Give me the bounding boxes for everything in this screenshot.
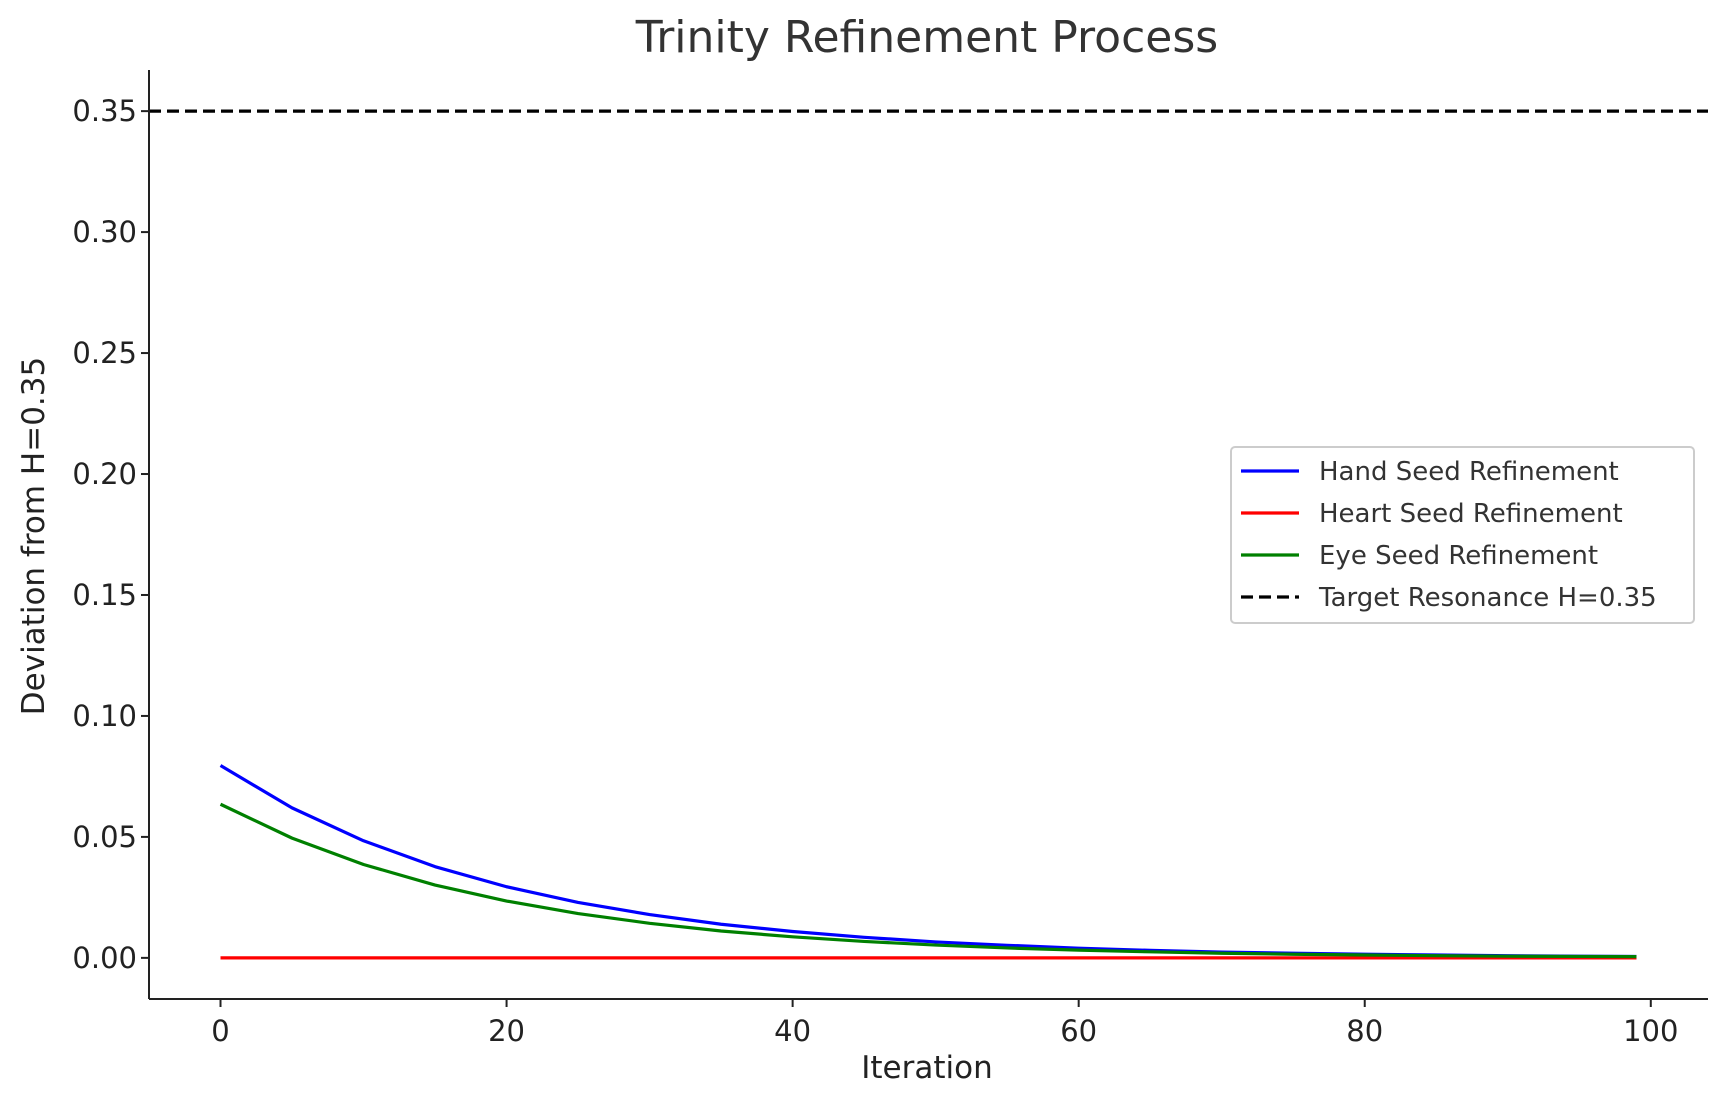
x-tick-label: 60 (1060, 1014, 1097, 1048)
y-tick-label: 0.35 (72, 94, 137, 128)
x-tick-label: 20 (488, 1014, 525, 1048)
x-axis-ticks: 0 20 40 60 80 100 (211, 999, 1678, 1048)
y-tick-label: 0.25 (72, 336, 137, 370)
y-tick-label: 0.20 (72, 457, 137, 491)
legend-label: Hand Seed Refinement (1319, 457, 1619, 487)
x-tick-label: 0 (211, 1014, 229, 1048)
legend-label: Eye Seed Refinement (1319, 541, 1598, 571)
y-tick-label: 0.30 (72, 215, 137, 249)
x-tick-label: 40 (774, 1014, 811, 1048)
y-tick-label: 0.10 (72, 699, 137, 733)
y-tick-label: 0.00 (72, 941, 137, 975)
series-line-hand-seed (219, 764, 1637, 959)
legend: Hand Seed Refinement Heart Seed Refinemen… (1230, 446, 1695, 624)
series-line-eye-seed (219, 802, 1637, 959)
y-tick-label: 0.15 (72, 578, 137, 612)
x-axis-label: Iteration (861, 1050, 993, 1086)
y-tick-label: 0.05 (72, 820, 137, 854)
y-axis-ticks: 0.00 0.05 0.10 0.15 0.20 0.25 0.30 0.35 (72, 94, 149, 975)
legend-frame (1230, 446, 1695, 624)
legend-label: Heart Seed Refinement (1319, 499, 1623, 529)
x-tick-label: 100 (1623, 1014, 1678, 1048)
y-axis-label: Deviation from H=0.35 (16, 357, 52, 715)
plot-area (149, 109, 1708, 960)
chart-title: Trinity Refinement Process (635, 12, 1218, 63)
legend-label: Target Resonance H=0.35 (1318, 583, 1657, 613)
x-tick-label: 80 (1346, 1014, 1383, 1048)
